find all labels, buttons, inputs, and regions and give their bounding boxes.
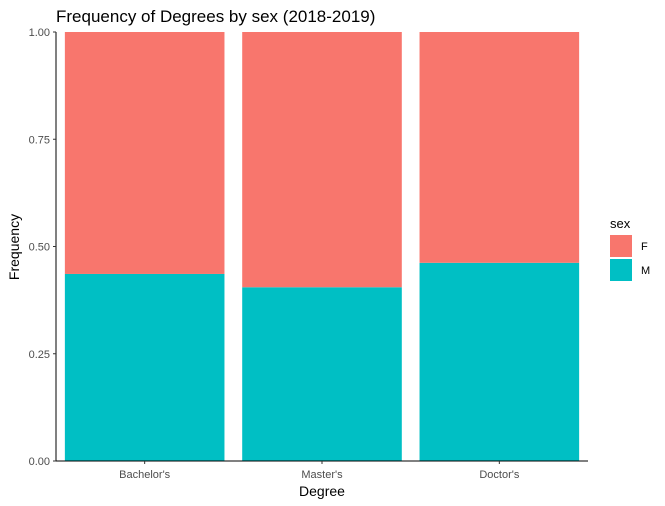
bars-group	[64, 32, 580, 461]
legend-key-m	[610, 259, 632, 281]
bar-m-0	[64, 273, 225, 461]
bar-f-2	[419, 32, 580, 263]
bar-m-2	[419, 262, 580, 461]
y-tick-label: 0.75	[29, 134, 50, 146]
legend-key-f	[610, 235, 632, 257]
x-tick-label: Master's	[301, 469, 343, 481]
y-tick-label: 0.25	[29, 349, 50, 361]
legend-title: sex	[610, 216, 631, 231]
x-tick-label: Bachelor's	[119, 469, 171, 481]
x-tick-label: Doctor's	[479, 469, 519, 481]
x-axis-title: Degree	[299, 483, 345, 499]
y-ticks: 0.00 0.25 0.50 0.75 1.00	[29, 27, 56, 468]
bar-f-1	[242, 32, 402, 288]
y-tick-label: 0.50	[29, 242, 50, 254]
y-tick-label: 1.00	[29, 27, 50, 39]
bar-f-0	[64, 32, 225, 274]
x-ticks: Bachelor's Master's Doctor's	[119, 461, 520, 481]
legend-label-f: F	[641, 241, 648, 253]
chart-title: Frequency of Degrees by sex (2018-2019)	[56, 7, 375, 26]
legend-label-m: M	[641, 265, 650, 277]
y-tick-label: 0.00	[29, 456, 50, 468]
bar-m-1	[242, 287, 402, 461]
y-axis-title: Frequency	[6, 214, 22, 280]
legend: sex FM	[610, 216, 650, 281]
